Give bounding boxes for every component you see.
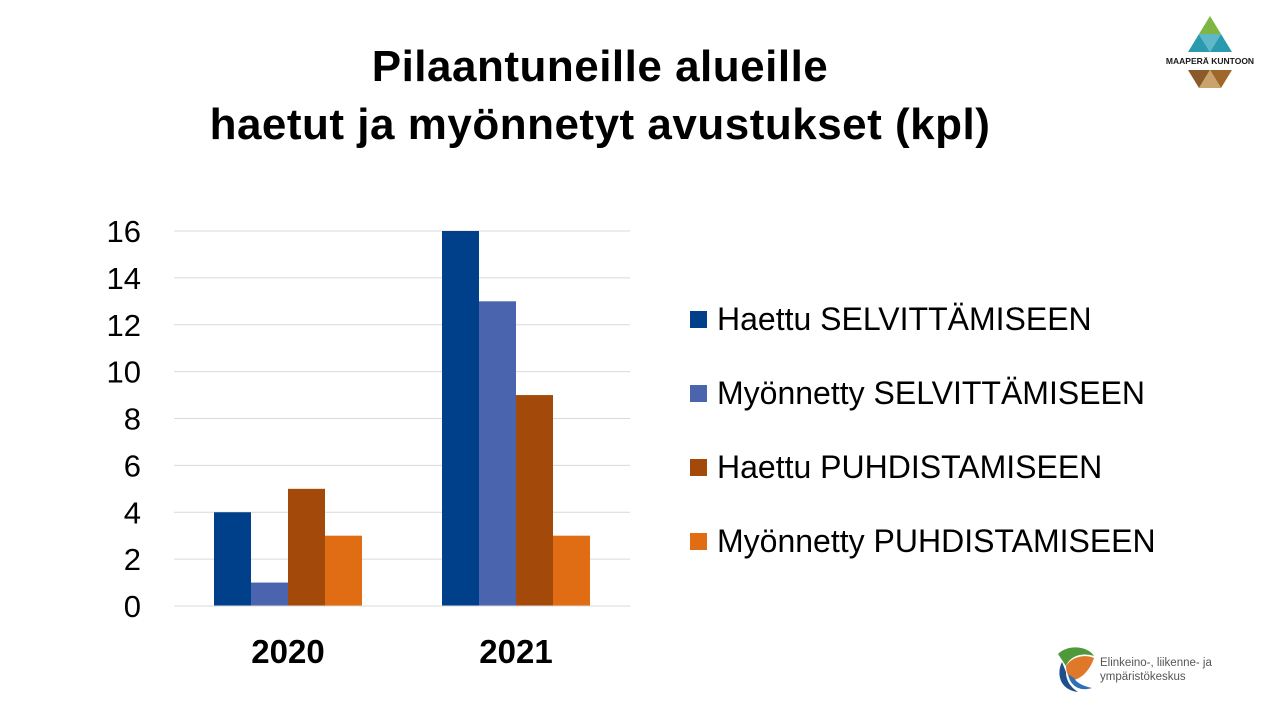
y-axis-ticks: 0 2 4 6 8 10 12 14 16 [107, 214, 141, 624]
ely-centre-logo-icon [1058, 647, 1094, 692]
y-tick-label: 2 [124, 542, 141, 577]
y-tick-label: 12 [107, 308, 141, 343]
x-tick-label: 2020 [251, 633, 324, 670]
legend-swatch [690, 310, 707, 328]
y-tick-label: 14 [107, 261, 141, 296]
bar-chart: 0 2 4 6 8 10 12 14 16 2020 2021 [107, 214, 630, 670]
y-tick-label: 0 [124, 589, 141, 624]
bar [288, 488, 325, 606]
ely-name-line-1: Elinkeino-, liikenne- ja [1100, 657, 1212, 669]
legend-label: Myönnetty SELVITTÄMISEEN [717, 374, 1145, 411]
legend-label: Haettu SELVITTÄMISEEN [717, 300, 1092, 337]
y-tick-label: 6 [124, 448, 141, 483]
bar [214, 512, 251, 606]
bar [479, 301, 516, 606]
title-line-1: Pilaantuneille alueille [371, 42, 829, 91]
ely-centre-name: Elinkeino-, liikenne- ja ympäristökeskus [1100, 656, 1212, 684]
legend-label: Haettu PUHDISTAMISEEN [717, 448, 1103, 485]
legend-item: Myönnetty SELVITTÄMISEEN [690, 356, 1156, 430]
bars [214, 231, 590, 606]
legend-swatch [690, 384, 707, 402]
legend-swatch [690, 532, 707, 550]
legend-item: Myönnetty PUHDISTAMISEEN [690, 504, 1156, 578]
x-axis-ticks: 2020 2021 [251, 633, 552, 670]
y-tick-label: 8 [124, 402, 141, 437]
legend-swatch [690, 458, 707, 476]
x-tick-label: 2021 [479, 633, 552, 670]
grid-lines [174, 230, 630, 560]
bar [325, 535, 362, 606]
chart-title: Pilaantuneille alueille haetut ja myönne… [0, 38, 1200, 154]
chart-legend: Haettu SELVITTÄMISEEN Myönnetty SELVITTÄM… [690, 282, 1156, 578]
triangle-mosaic-logo-icon: MAAPERÄ KUNTOON [1166, 16, 1254, 88]
ely-name-line-2: ympäristökeskus [1100, 671, 1186, 683]
y-tick-label: 10 [107, 355, 141, 390]
legend-label: Myönnetty PUHDISTAMISEEN [717, 522, 1156, 559]
bar [553, 535, 590, 606]
bar [442, 231, 479, 606]
y-tick-label: 16 [107, 214, 141, 249]
bar [516, 395, 553, 606]
bar [251, 582, 288, 606]
y-tick-label: 4 [124, 495, 141, 530]
legend-item: Haettu PUHDISTAMISEEN [690, 430, 1156, 504]
logo-top-text: MAAPERÄ KUNTOON [1166, 56, 1254, 66]
legend-item: Haettu SELVITTÄMISEEN [690, 282, 1156, 356]
title-line-2: haetut ja myönnetyt avustukset (kpl) [209, 100, 991, 149]
